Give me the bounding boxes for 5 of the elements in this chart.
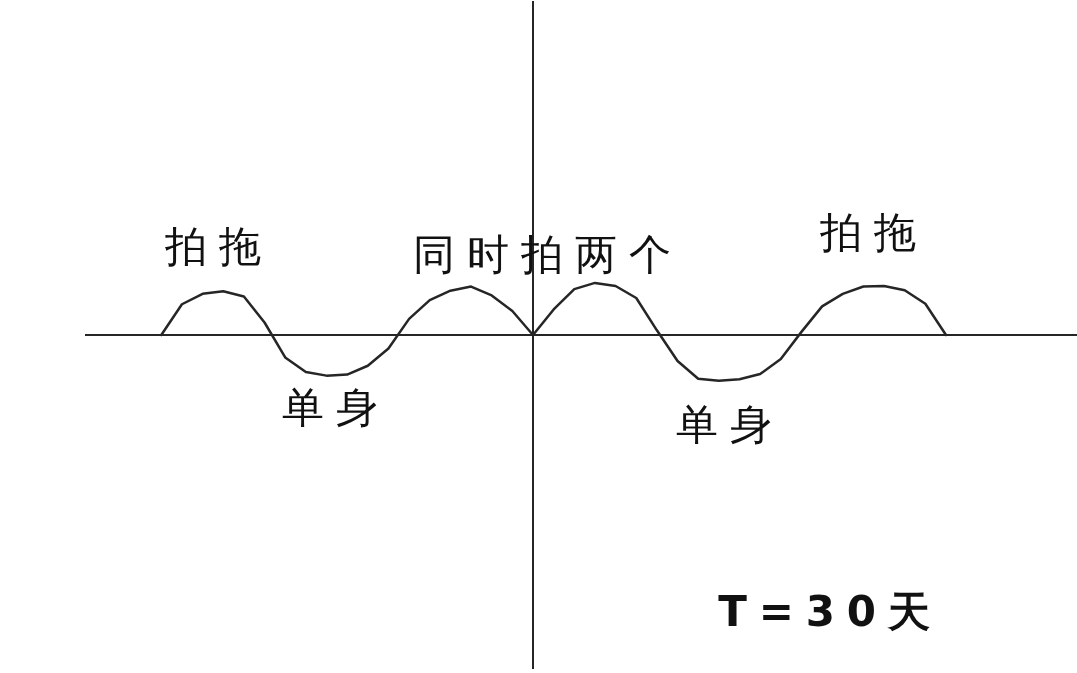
text: 拍拖 [164, 222, 273, 271]
text: 单身 [675, 400, 784, 449]
text: T=30天 [717, 587, 942, 636]
text: 单身 [281, 383, 390, 432]
text: 拍拖 [819, 208, 928, 257]
